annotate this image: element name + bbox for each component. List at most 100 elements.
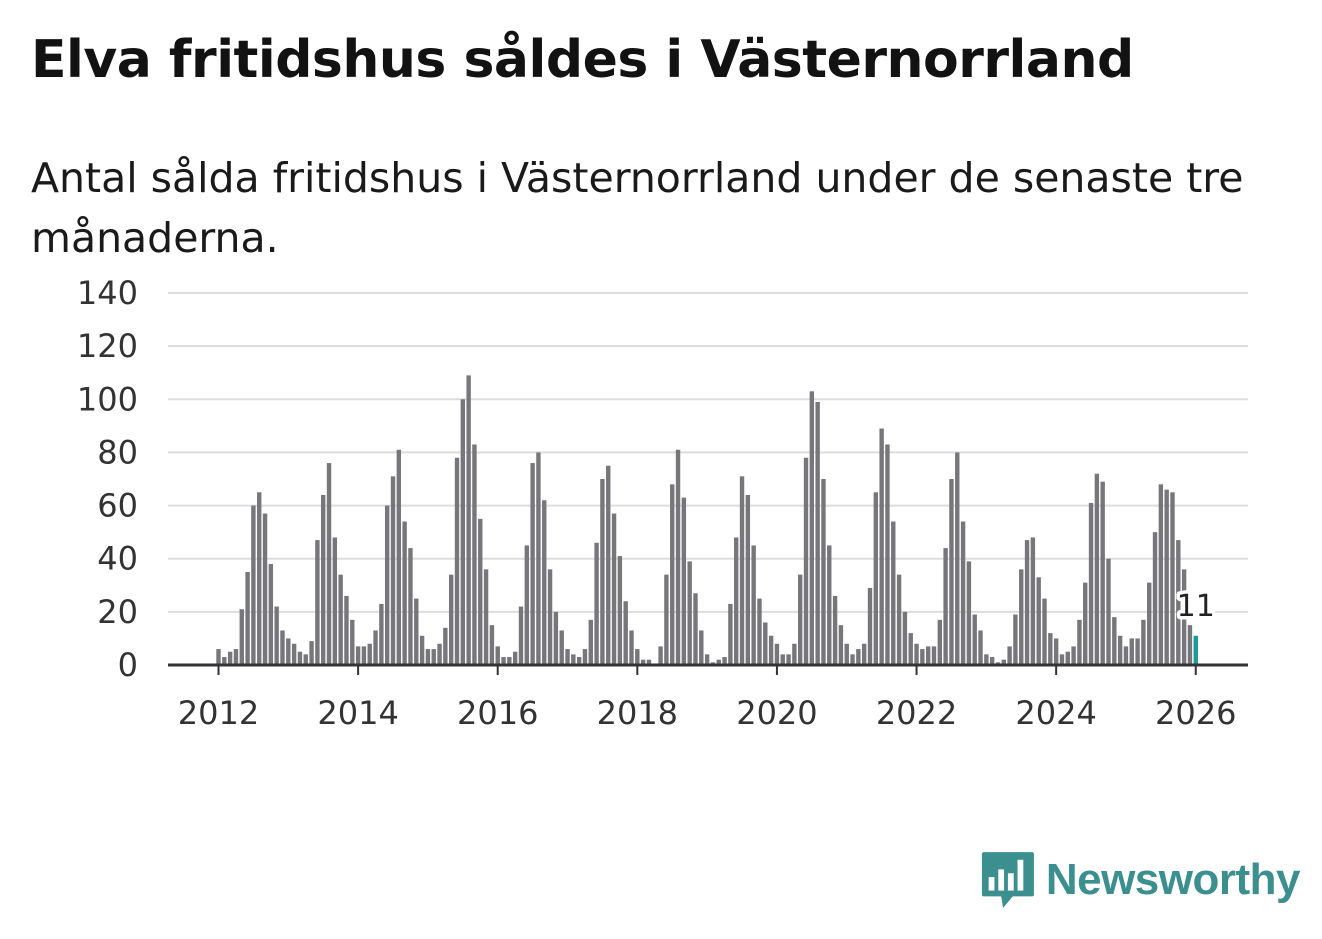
- bar: [908, 633, 913, 665]
- bar: [670, 484, 675, 665]
- bar: [734, 537, 739, 665]
- bar: [443, 627, 448, 665]
- bar: [838, 625, 844, 665]
- bar: [984, 654, 989, 665]
- bar: [419, 635, 425, 665]
- bar: [297, 651, 303, 665]
- bar: [629, 630, 634, 665]
- bar: [861, 643, 867, 665]
- bar: [611, 513, 617, 665]
- bar: [233, 649, 239, 665]
- bar: [896, 574, 902, 665]
- bar: [512, 651, 518, 665]
- y-tick-label: 120: [77, 327, 138, 365]
- bar: [1135, 638, 1140, 665]
- bar: [483, 569, 489, 665]
- bar: [879, 428, 884, 665]
- bar: [925, 646, 931, 665]
- bar: [547, 569, 553, 665]
- bar: [780, 654, 785, 665]
- x-tick-label: 2024: [1015, 694, 1096, 732]
- bar: [821, 479, 826, 665]
- bar: [658, 646, 663, 665]
- latest-value-label: 11: [1177, 589, 1215, 624]
- bar: [373, 630, 378, 665]
- bar: [1013, 614, 1018, 665]
- bar: [571, 654, 576, 665]
- bar: [530, 463, 535, 665]
- bar: [582, 649, 588, 665]
- bar: [1100, 481, 1105, 665]
- bar: [1129, 638, 1134, 665]
- bar: [222, 657, 227, 665]
- bar: [402, 521, 407, 665]
- chart-bubble-icon: [981, 852, 1034, 908]
- bar: [693, 593, 698, 665]
- bar-highlight: [1193, 635, 1198, 665]
- bar: [291, 643, 297, 665]
- bar: [873, 492, 879, 665]
- bar: [1048, 633, 1053, 665]
- bar: [768, 635, 774, 665]
- x-tick-label: 2020: [736, 694, 817, 732]
- bar: [931, 646, 937, 665]
- bar: [460, 399, 466, 665]
- bar: [408, 548, 413, 665]
- bar: [466, 375, 471, 665]
- bar: [635, 649, 640, 665]
- bar: [920, 649, 925, 665]
- bar: [245, 572, 250, 665]
- chart-subtitle: Antal sålda fritidshus i Västernorrland …: [31, 154, 1244, 262]
- bar: [827, 545, 832, 665]
- bar: [850, 654, 855, 665]
- bar: [1147, 582, 1152, 665]
- bar: [792, 643, 797, 665]
- bar: [239, 609, 244, 665]
- bar: [454, 457, 460, 665]
- bar: [251, 505, 256, 665]
- bar: [885, 444, 890, 665]
- bar: [1036, 577, 1041, 665]
- bar: [1065, 651, 1070, 665]
- bar: [355, 646, 361, 665]
- x-tick-label: 2026: [1155, 694, 1236, 732]
- bar: [600, 479, 605, 665]
- bar: [379, 603, 384, 665]
- bar: [495, 646, 500, 665]
- bar: [1007, 646, 1012, 665]
- newsworthy-logo[interactable]: Newsworthy: [980, 848, 1301, 912]
- bar: [268, 564, 274, 665]
- bar: [472, 444, 477, 665]
- bar: [949, 479, 954, 665]
- bar: [943, 548, 948, 665]
- bar: [1141, 619, 1146, 665]
- annotations: 11: [1173, 586, 1218, 628]
- bar: [390, 476, 396, 665]
- gridlines: [168, 292, 1248, 613]
- bar: [1001, 659, 1006, 665]
- y-tick-label: 0: [118, 646, 138, 684]
- bar: [448, 574, 454, 665]
- x-tick-label: 2012: [178, 694, 259, 732]
- bar: [507, 657, 512, 665]
- bar: [937, 619, 943, 665]
- bar: [815, 401, 820, 665]
- y-tick-label: 80: [97, 433, 138, 471]
- bar: [489, 625, 495, 665]
- bar: [606, 465, 611, 665]
- bar: [914, 643, 919, 665]
- bar: [798, 574, 803, 665]
- bar: [757, 598, 762, 665]
- bar: [786, 654, 791, 665]
- x-tick-label: 2022: [876, 694, 957, 732]
- x-axis-ticks: 2012 2014 2016 2018 2020 2022 2024 2026: [178, 665, 1236, 732]
- bar: [332, 537, 338, 665]
- bar: [576, 657, 582, 665]
- bar: [745, 494, 751, 665]
- bar: [646, 659, 652, 665]
- bar: [396, 449, 402, 665]
- bar: [1088, 502, 1094, 665]
- x-tick-label: 2014: [317, 694, 398, 732]
- bar: [687, 561, 692, 665]
